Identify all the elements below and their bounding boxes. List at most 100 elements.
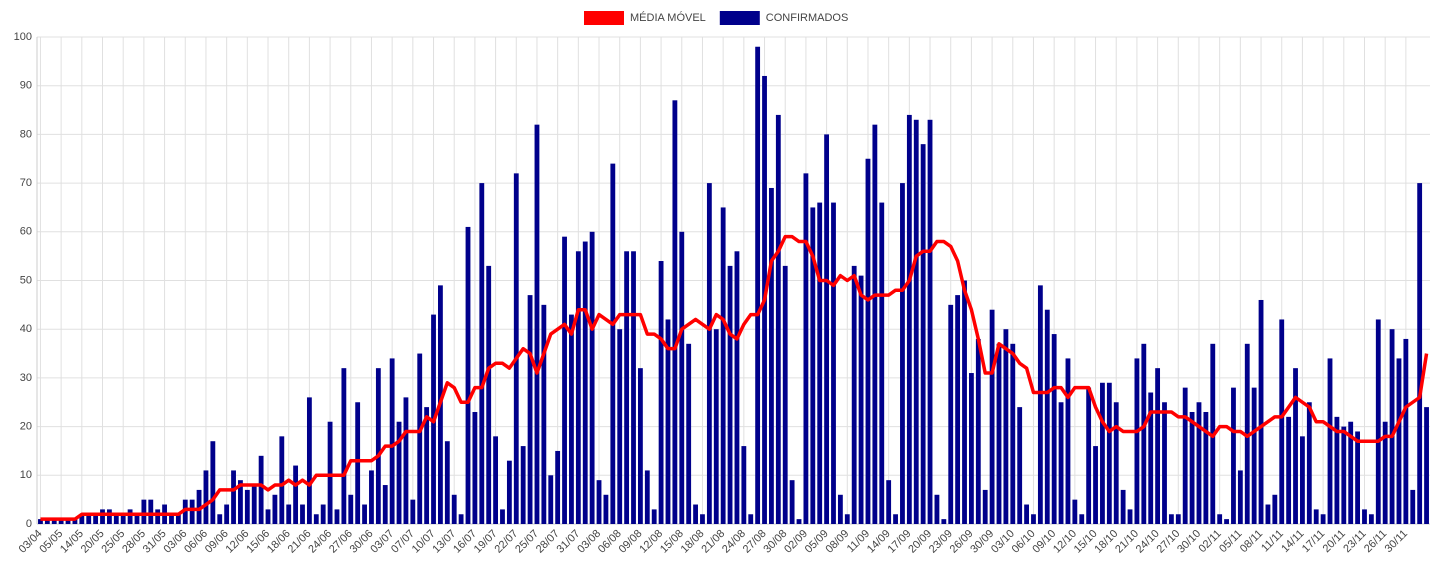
bar [644,470,650,524]
bar [244,489,250,524]
bar [44,519,50,524]
bar [1017,407,1023,524]
bar [782,265,788,524]
bar [306,397,312,524]
bar [824,134,830,524]
bar [155,509,161,524]
bar [927,119,933,524]
bar [727,265,733,524]
bar [1265,504,1271,524]
bar [1120,489,1126,524]
bar [1286,416,1292,524]
bar [272,494,278,524]
bar [1403,338,1409,524]
bar [1313,509,1319,524]
bar [1141,343,1147,524]
bar [127,509,133,524]
bar [348,494,354,524]
bar [1155,368,1161,524]
bar [679,231,685,525]
bar [486,265,492,524]
bar [362,504,367,524]
bar [369,470,374,524]
y-tick-label: 50 [20,274,32,286]
bar [210,441,216,524]
bar [769,187,774,524]
bar [1279,319,1285,524]
bar [996,343,1002,524]
bar [831,202,836,524]
bar [341,368,347,524]
bar [1189,411,1195,524]
bar [300,504,305,524]
bar [872,124,878,524]
bar [1003,329,1009,524]
bar [189,499,195,524]
bar [1389,329,1395,524]
bar [603,494,609,524]
bar [72,519,78,524]
bar [575,251,581,524]
bar [1051,334,1057,524]
bar [1086,387,1092,524]
bar [706,183,712,524]
x-tick-label: 05/11 [1217,528,1244,555]
bar [851,265,857,524]
bar [1196,402,1202,524]
bar [1341,426,1347,524]
bar [968,373,974,524]
bar [1203,411,1209,524]
bar [693,504,698,524]
bar [1100,382,1105,524]
bar [817,202,823,524]
bar [231,470,236,524]
bar [258,455,264,524]
bar [1244,343,1250,524]
bar [506,460,512,524]
bar [1079,514,1085,524]
bar [1024,504,1029,524]
bar [1168,514,1174,524]
bar [1037,285,1043,524]
bar [1237,470,1243,524]
y-tick-label: 100 [14,31,32,43]
bar [1106,382,1112,524]
bar [734,251,740,524]
bar [624,251,630,524]
bar [748,514,754,524]
bar [86,514,92,524]
bar [1058,402,1064,524]
bar [375,368,381,524]
x-tick-label: 14/11 [1279,528,1306,555]
bar [858,275,864,524]
bar [1072,499,1078,524]
bar [1417,183,1423,524]
bar [1424,407,1429,524]
bar [141,499,147,524]
bar [893,514,898,524]
bar [279,436,285,524]
bar [569,314,574,524]
bar [589,231,595,525]
bar [1258,299,1264,524]
bar [334,509,340,524]
y-tick-label: 40 [20,323,32,335]
bar [1396,358,1402,524]
bar [424,407,430,524]
bar [658,261,664,524]
bar [58,519,64,524]
bar [217,514,223,524]
bar [1355,431,1361,524]
bar [79,514,85,524]
bar [741,446,747,524]
bar [1382,421,1388,524]
bar [948,304,954,524]
bar [865,158,871,524]
bar [1368,514,1374,524]
bar [389,358,395,524]
bar [1231,387,1236,524]
bar [451,494,457,524]
bar [906,114,912,525]
bar [1162,402,1167,524]
bar [458,514,464,524]
